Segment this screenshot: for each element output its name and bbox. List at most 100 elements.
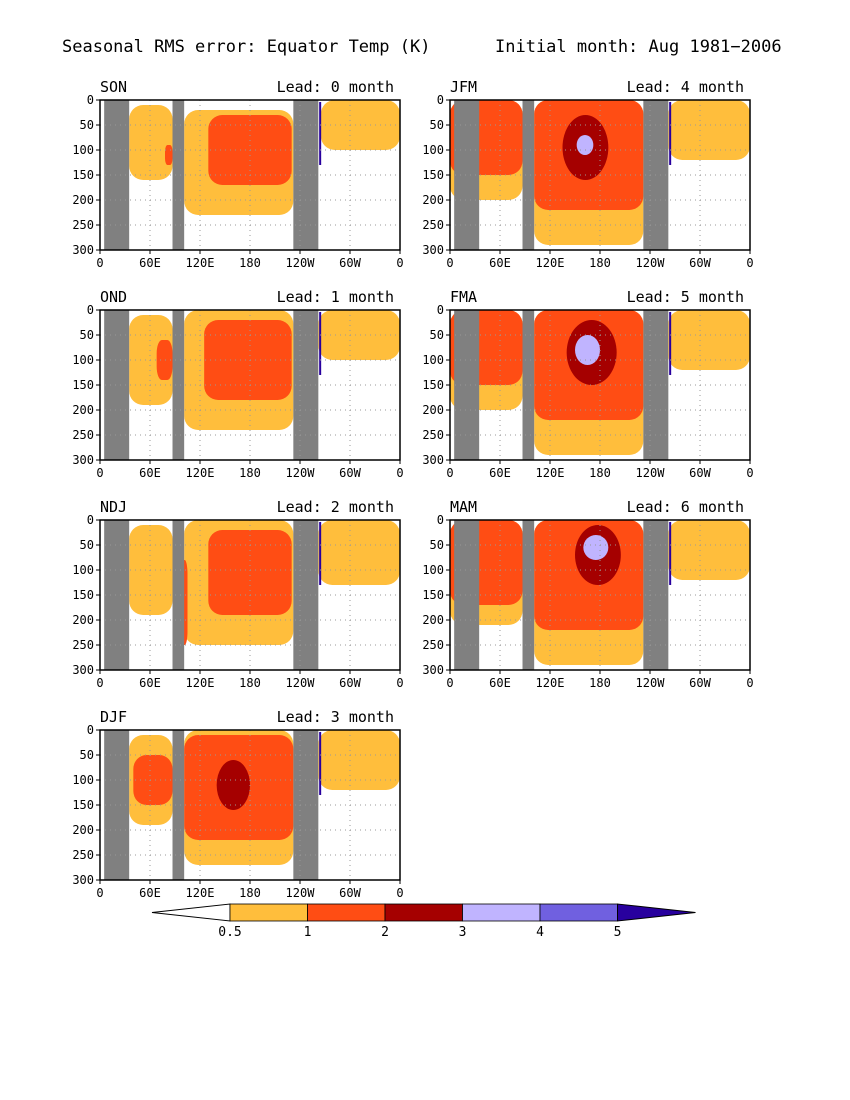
y-tick-label: 150 bbox=[422, 168, 444, 182]
season-label: NDJ bbox=[100, 498, 127, 516]
contour-level-0.5 bbox=[668, 520, 750, 580]
colorbar-label: 5 bbox=[614, 925, 622, 940]
y-tick-label: 50 bbox=[80, 118, 94, 132]
x-tick-label: 0 bbox=[746, 676, 753, 690]
contour-level-1 bbox=[208, 530, 292, 615]
panel-jfm: 0 60E 120E 180 120W 60W 0 0 50 100 150 200 250 300 JFM… bbox=[422, 78, 753, 270]
panels: 0 60E 120E 180 120W 60W 0 0 50 100 150 200 250 300 SON… bbox=[72, 78, 753, 900]
y-tick-label: 150 bbox=[72, 588, 94, 602]
y-tick-label: 200 bbox=[422, 613, 444, 627]
x-tick-label: 0 bbox=[446, 466, 453, 480]
contour-level-0.5 bbox=[668, 100, 750, 160]
y-tick-label: 250 bbox=[72, 218, 94, 232]
land-mask bbox=[522, 100, 535, 250]
x-tick-label: 60W bbox=[339, 466, 361, 480]
y-tick-label: 50 bbox=[430, 538, 444, 552]
y-tick-label: 250 bbox=[422, 638, 444, 652]
x-tick-label: 60E bbox=[139, 256, 161, 270]
land-mask bbox=[104, 310, 130, 460]
x-tick-label: 120E bbox=[536, 466, 565, 480]
y-tick-label: 250 bbox=[72, 638, 94, 652]
colorbar-segment bbox=[384, 903, 463, 922]
y-tick-label: 100 bbox=[72, 563, 94, 577]
x-tick-label: 120E bbox=[536, 676, 565, 690]
x-tick-label: 180 bbox=[239, 256, 261, 270]
y-tick-label: 0 bbox=[87, 303, 94, 317]
y-tick-label: 200 bbox=[422, 193, 444, 207]
contour-level-0.5 bbox=[129, 105, 173, 180]
colorbar-label: 3 bbox=[459, 925, 467, 940]
contour-level-0.5 bbox=[318, 310, 400, 360]
lead-label: Lead: 6 month bbox=[627, 498, 744, 516]
land-mask bbox=[522, 310, 535, 460]
y-tick-label: 200 bbox=[72, 613, 94, 627]
x-tick-label: 180 bbox=[239, 676, 261, 690]
colorbar-extend-low bbox=[151, 903, 231, 922]
y-tick-label: 250 bbox=[72, 428, 94, 442]
y-tick-label: 0 bbox=[87, 723, 94, 737]
x-tick-label: 0 bbox=[396, 886, 403, 900]
figure-title: Seasonal RMS error: Equator Temp (K) bbox=[62, 37, 430, 57]
colorbar-segment bbox=[539, 903, 618, 922]
y-tick-label: 100 bbox=[72, 773, 94, 787]
x-tick-label: 60W bbox=[689, 676, 711, 690]
y-tick-label: 150 bbox=[72, 378, 94, 392]
lead-label: Lead: 5 month bbox=[627, 288, 744, 306]
contour-level-5-strip bbox=[669, 312, 672, 375]
season-label: FMA bbox=[450, 288, 477, 306]
x-tick-label: 120W bbox=[636, 676, 666, 690]
contour-level-5-strip bbox=[669, 522, 672, 585]
land-mask bbox=[172, 730, 185, 880]
contour-level-5-strip bbox=[319, 732, 322, 795]
x-tick-label: 120E bbox=[186, 466, 215, 480]
y-tick-label: 0 bbox=[437, 513, 444, 527]
land-mask bbox=[104, 730, 130, 880]
colorbar-label: 4 bbox=[536, 925, 544, 940]
x-tick-label: 120W bbox=[636, 256, 666, 270]
contour-level-1 bbox=[156, 340, 173, 380]
x-tick-label: 60E bbox=[489, 676, 511, 690]
y-tick-label: 50 bbox=[80, 328, 94, 342]
y-tick-label: 250 bbox=[72, 848, 94, 862]
lead-label: Lead: 4 month bbox=[627, 78, 744, 96]
y-tick-label: 100 bbox=[72, 143, 94, 157]
panel-fma: 0 60E 120E 180 120W 60W 0 0 50 100 150 200 250 300 FMA… bbox=[422, 288, 753, 480]
x-tick-label: 0 bbox=[96, 886, 103, 900]
y-tick-label: 250 bbox=[422, 428, 444, 442]
colorbar-label: 2 bbox=[381, 925, 389, 940]
contour-level-1 bbox=[165, 145, 173, 165]
x-tick-label: 0 bbox=[96, 676, 103, 690]
x-tick-label: 120W bbox=[286, 886, 316, 900]
contour-level-3 bbox=[576, 135, 594, 155]
x-tick-label: 60W bbox=[689, 256, 711, 270]
y-tick-label: 100 bbox=[72, 353, 94, 367]
x-tick-label: 60E bbox=[139, 466, 161, 480]
x-tick-label: 0 bbox=[446, 256, 453, 270]
land-mask bbox=[522, 520, 535, 670]
x-tick-label: 60E bbox=[139, 886, 161, 900]
land-mask bbox=[104, 520, 130, 670]
y-tick-label: 50 bbox=[430, 118, 444, 132]
x-tick-label: 60E bbox=[489, 256, 511, 270]
y-tick-label: 150 bbox=[422, 588, 444, 602]
x-tick-label: 120W bbox=[286, 676, 316, 690]
y-tick-label: 50 bbox=[80, 538, 94, 552]
y-tick-label: 100 bbox=[422, 563, 444, 577]
land-mask bbox=[172, 100, 185, 250]
y-tick-label: 300 bbox=[72, 663, 94, 677]
y-tick-label: 300 bbox=[72, 873, 94, 887]
season-label: OND bbox=[100, 288, 127, 306]
panel-mam: 0 60E 120E 180 120W 60W 0 0 50 100 150 200 250 300 MAM… bbox=[422, 498, 753, 690]
x-tick-label: 180 bbox=[589, 256, 611, 270]
x-tick-label: 120W bbox=[636, 466, 666, 480]
x-tick-label: 180 bbox=[589, 676, 611, 690]
contour-level-5-strip bbox=[319, 522, 322, 585]
y-tick-label: 300 bbox=[72, 453, 94, 467]
colorbar: 0.5 1 2 3 4 5 bbox=[151, 903, 696, 940]
panel-ndj: 0 60E 120E 180 120W 60W 0 0 50 100 150 200 250 300 NDJ… bbox=[72, 498, 403, 690]
x-tick-label: 60E bbox=[139, 676, 161, 690]
x-tick-label: 0 bbox=[396, 256, 403, 270]
y-tick-label: 100 bbox=[422, 143, 444, 157]
land-mask bbox=[104, 100, 130, 250]
